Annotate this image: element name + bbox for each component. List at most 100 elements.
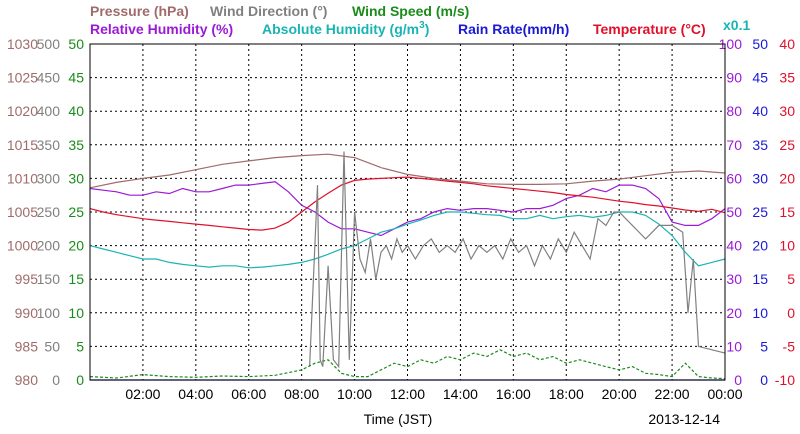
x-tick-label: 22:00 [655,386,690,402]
wind-dir-tick-label: 400 [37,103,61,119]
wind-speed-tick-label: 50 [68,36,84,52]
rh-tick-label: 40 [726,238,742,254]
absolute-humidity-title-suffix: ) [425,21,430,37]
rain-rate-title: Rain Rate(mm/h) [458,21,569,37]
relative-humidity-title: Relative Humidity (%) [90,21,233,37]
wind-speed-tick-label: 20 [68,238,84,254]
wind-dir-tick-label: 500 [37,36,61,52]
pressure-tick-label: 990 [15,305,39,321]
temp-tick-label: 25 [779,137,795,153]
x-tick-label: 12:00 [390,386,425,402]
grid [90,44,725,380]
rh-tick-label: 70 [726,137,742,153]
x-tick-label: 18:00 [549,386,584,402]
x-tick-label: 14:00 [443,386,478,402]
temp-tick-label: -10 [775,372,795,388]
rain-tick-label: 30 [752,170,768,186]
temp-tick-label: 30 [779,103,795,119]
x-tick-label: 02:00 [125,386,160,402]
x-tick-label: 10:00 [337,386,372,402]
wind-dir-tick-label: 200 [37,238,61,254]
left-axes: 1030102510201015101010051000995990985980… [7,36,84,388]
wind-dir-tick-label: 150 [37,271,61,287]
absolute-humidity-title-sup: 3 [419,20,425,31]
rain-tick-label: 20 [752,238,768,254]
pressure-tick-label: 980 [15,372,39,388]
rh-tick-label: 30 [726,271,742,287]
rh-tick-label: 60 [726,170,742,186]
absolute-humidity-title: Absolute Humidity (g/m3) [262,20,429,37]
x-tick-label: 06:00 [231,386,266,402]
wind-dir-tick-label: 100 [37,305,61,321]
rh-tick-label: 0 [734,372,742,388]
right-axes: 1009080706050403020100504540353025201510… [719,36,796,388]
pressure-tick-label: 1005 [7,204,38,220]
rh-tick-label: 80 [726,103,742,119]
wind-speed-tick-label: 45 [68,70,84,86]
rain-tick-label: 10 [752,305,768,321]
temp-tick-label: 5 [787,271,795,287]
wind-speed-tick-label: 0 [76,372,84,388]
pressure-tick-label: 995 [15,271,39,287]
rh-tick-label: 50 [726,204,742,220]
series-line-pressure [89,153,726,189]
rain-tick-label: 50 [752,36,768,52]
wind-speed-tick-label: 5 [76,338,84,354]
wind-dir-tick-label: 250 [37,204,61,220]
pressure-tick-label: 1030 [7,36,38,52]
pressure-tick-label: 985 [15,338,39,354]
pressure-tick-label: 1020 [7,103,38,119]
wind-dir-tick-label: 300 [37,170,61,186]
date-label: 2013-12-14 [648,411,720,427]
pressure-tick-label: 1010 [7,170,38,186]
rain-tick-label: 0 [760,372,768,388]
wind-direction-title: Wind Direction (°) [210,3,327,19]
x-tick-label: 00:00 [707,386,742,402]
pressure-tick-label: 1000 [7,238,38,254]
multiplier-note: x0.1 [723,17,750,33]
wind-dir-tick-label: 350 [37,137,61,153]
pressure-title: Pressure (hPa) [90,3,189,19]
wind-speed-tick-label: 30 [68,170,84,186]
wind-dir-tick-label: 450 [37,70,61,86]
wind-speed-tick-label: 35 [68,137,84,153]
rh-tick-label: 90 [726,70,742,86]
temp-tick-label: 0 [787,305,795,321]
wind-dir-tick-label: 0 [52,372,60,388]
temp-tick-label: 35 [779,70,795,86]
series-line-temp [89,176,726,231]
x-tick-label: 20:00 [602,386,637,402]
rain-tick-label: 45 [752,70,768,86]
x-tick-label: 08:00 [284,386,319,402]
rain-tick-label: 25 [752,204,768,220]
plot-frame [89,43,726,381]
rh-tick-label: 10 [726,338,742,354]
wind-speed-title: Wind Speed (m/s) [352,3,469,19]
temp-tick-label: 40 [779,36,795,52]
wind-speed-tick-label: 15 [68,271,84,287]
temp-tick-label: -5 [783,338,796,354]
rain-tick-label: 15 [752,271,768,287]
temp-tick-label: 10 [779,238,795,254]
rain-tick-label: 5 [760,338,768,354]
series-line-wind-dir [309,151,726,369]
rain-tick-label: 35 [752,137,768,153]
pressure-tick-label: 1015 [7,137,38,153]
x-axis: 02:00 04:00 06:00 08:00 10:00 12:00 14:00 16:00… [125,386,742,402]
temp-tick-label: 15 [779,204,795,220]
series-line-wind-speed [89,349,726,380]
wind-speed-tick-label: 40 [68,103,84,119]
x-tick-label: 16:00 [496,386,531,402]
absolute-humidity-title-prefix: Absolute Humidity (g/m [262,21,419,37]
wind-speed-tick-label: 10 [68,305,84,321]
x-tick-label: 04:00 [178,386,213,402]
series-line-rh [89,181,726,237]
x-axis-title: Time (JST) [364,411,433,427]
temperature-title: Temperature (°C) [593,21,706,37]
title-row-2: Relative Humidity (%) Absolute Humidity … [90,17,750,37]
temp-tick-label: 20 [779,170,795,186]
rh-tick-label: 20 [726,305,742,321]
title-row-1: Pressure (hPa) Wind Direction (°) Wind S… [90,3,469,19]
wind-dir-tick-label: 50 [44,338,60,354]
